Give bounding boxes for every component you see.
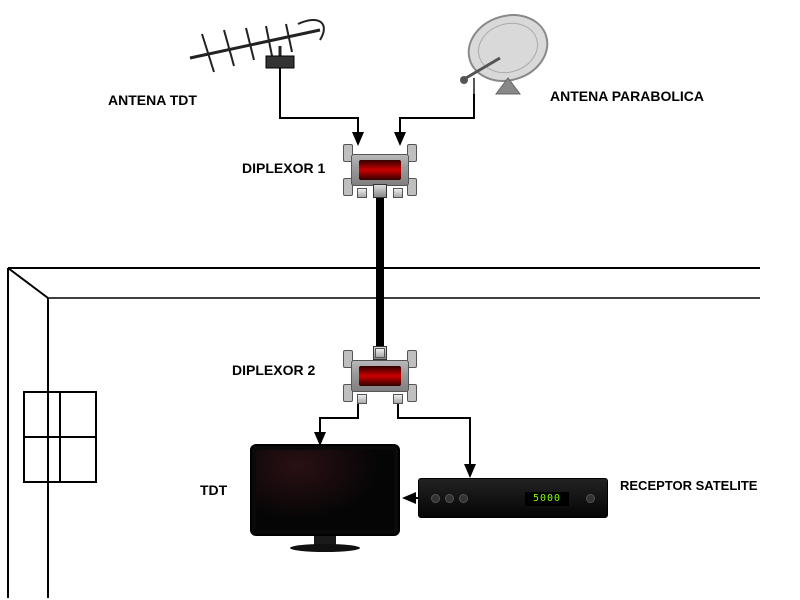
diplexor1-label: DIPLEXOR 1: [242, 160, 325, 176]
diplexor-2-icon: [345, 352, 415, 400]
antenna-parabolic-label: ANTENA PARABOLICA: [550, 88, 704, 104]
window-icon: [24, 392, 96, 482]
antenna-tdt-label: ANTENA TDT: [108, 92, 197, 108]
tv-icon: [250, 444, 400, 554]
receiver-display: 5000: [525, 492, 569, 506]
antenna-tdt-icon: [190, 20, 324, 72]
antenna-parabolic-icon: [460, 5, 556, 94]
tdt-label: TDT: [200, 482, 227, 498]
receptor-label: RECEPTOR SATELITE: [620, 478, 757, 493]
satellite-receiver-icon: 5000: [418, 478, 608, 518]
coax-cable: [376, 192, 384, 352]
diplexor2-label: DIPLEXOR 2: [232, 362, 315, 378]
